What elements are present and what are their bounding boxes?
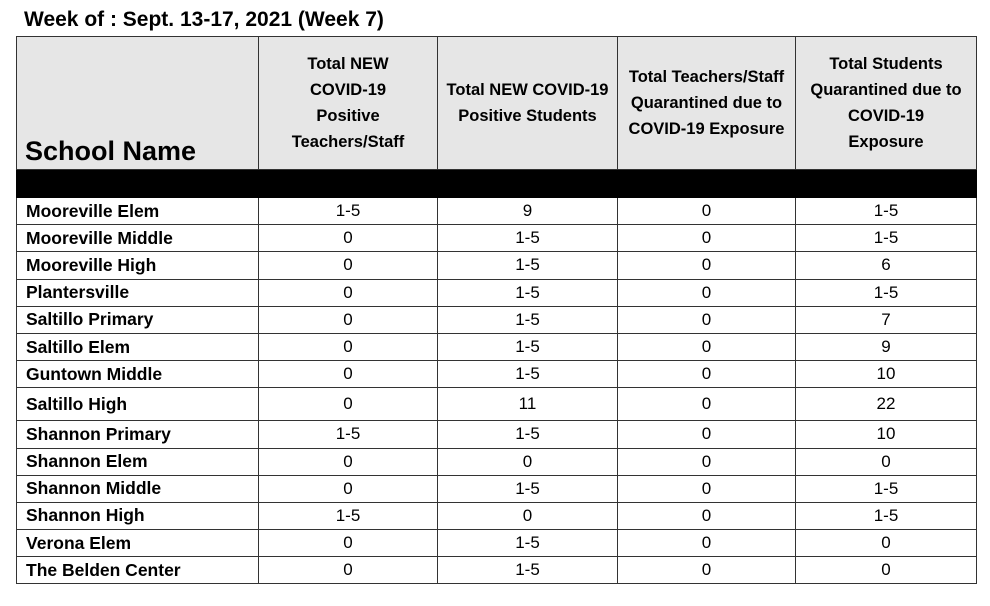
new-positive-staff-cell: 0 (258, 332, 438, 362)
new-positive-students-cell: 1-5 (437, 360, 618, 389)
new-positive-students-cell: 1-5 (437, 278, 618, 307)
quarantined-staff-cell: 0 (617, 332, 796, 362)
new-positive-staff-cell: 1-5 (258, 501, 438, 531)
school-name-cell: Shannon Primary (16, 420, 259, 449)
header-school-name: School Name (16, 36, 259, 170)
new-positive-staff-cell: 0 (258, 224, 438, 253)
quarantined-students-cell: 1-5 (795, 474, 977, 503)
new-positive-students-cell: 1-5 (437, 420, 618, 449)
table-row: Shannon Middle 0 1-5 0 1-5 (16, 474, 977, 503)
header-quarantined-students: Total Students Quarantined due to COVID-… (795, 36, 977, 170)
new-positive-staff-cell: 0 (258, 278, 438, 307)
quarantined-students-cell: 0 (795, 447, 977, 476)
quarantined-staff-cell: 0 (617, 387, 796, 422)
school-name-cell: Mooreville Elem (16, 196, 259, 226)
quarantined-students-cell: 9 (795, 332, 977, 362)
quarantined-staff-cell: 0 (617, 556, 796, 585)
school-name-cell: Guntown Middle (16, 360, 259, 389)
new-positive-students-cell: 0 (437, 501, 618, 531)
quarantined-staff-cell: 0 (617, 305, 796, 334)
table-row: Mooreville Elem 1-5 9 0 1-5 (16, 196, 977, 226)
header-row: School Name Total NEW COVID-19 Positive … (16, 36, 977, 170)
new-positive-students-cell: 1-5 (437, 224, 618, 253)
quarantined-students-cell: 0 (795, 556, 977, 585)
new-positive-students-cell: 9 (437, 196, 618, 226)
quarantined-students-cell: 1-5 (795, 224, 977, 253)
table-row: The Belden Center 0 1-5 0 0 (16, 556, 977, 585)
quarantined-staff-cell: 0 (617, 501, 796, 531)
school-name-cell: Shannon High (16, 501, 259, 531)
school-name-cell: Mooreville High (16, 251, 259, 280)
school-name-cell: Mooreville Middle (16, 224, 259, 253)
quarantined-students-cell: 1-5 (795, 501, 977, 531)
quarantined-staff-cell: 0 (617, 360, 796, 389)
table-row: Shannon Elem 0 0 0 0 (16, 447, 977, 476)
header-new-positive-staff: Total NEW COVID-19 Positive Teachers/Sta… (258, 36, 438, 170)
new-positive-students-cell: 1-5 (437, 556, 618, 585)
new-positive-staff-cell: 0 (258, 474, 438, 503)
table-row: Mooreville High 0 1-5 0 6 (16, 251, 977, 280)
new-positive-students-cell: 0 (437, 447, 618, 476)
quarantined-students-cell: 22 (795, 387, 977, 422)
school-name-cell: Plantersville (16, 278, 259, 307)
school-name-cell: The Belden Center (16, 556, 259, 585)
new-positive-staff-cell: 0 (258, 529, 438, 558)
quarantined-students-cell: 1-5 (795, 196, 977, 226)
table-row: Saltillo Elem 0 1-5 0 9 (16, 332, 977, 362)
school-name-cell: Saltillo Elem (16, 332, 259, 362)
quarantined-staff-cell: 0 (617, 251, 796, 280)
table-row: Guntown Middle 0 1-5 0 10 (16, 360, 977, 389)
new-positive-staff-cell: 0 (258, 387, 438, 422)
table-row: Plantersville 0 1-5 0 1-5 (16, 278, 977, 307)
new-positive-staff-cell: 0 (258, 305, 438, 334)
quarantined-staff-cell: 0 (617, 278, 796, 307)
separator-cell (16, 169, 977, 198)
school-name-cell: Shannon Middle (16, 474, 259, 503)
table-row: Verona Elem 0 1-5 0 0 (16, 529, 977, 558)
table-row: Shannon High 1-5 0 0 1-5 (16, 501, 977, 531)
covid-report-table: School Name Total NEW COVID-19 Positive … (16, 36, 977, 585)
quarantined-students-cell: 6 (795, 251, 977, 280)
new-positive-staff-cell: 0 (258, 251, 438, 280)
new-positive-students-cell: 1-5 (437, 529, 618, 558)
quarantined-students-cell: 7 (795, 305, 977, 334)
quarantined-staff-cell: 0 (617, 529, 796, 558)
quarantined-students-cell: 10 (795, 420, 977, 449)
quarantined-staff-cell: 0 (617, 196, 796, 226)
quarantined-staff-cell: 0 (617, 474, 796, 503)
table-row: Saltillo High 0 11 0 22 (16, 387, 977, 422)
new-positive-students-cell: 1-5 (437, 332, 618, 362)
quarantined-students-cell: 0 (795, 529, 977, 558)
school-name-cell: Verona Elem (16, 529, 259, 558)
new-positive-staff-cell: 1-5 (258, 420, 438, 449)
quarantined-staff-cell: 0 (617, 447, 796, 476)
header-quarantined-staff: Total Teachers/Staff Quarantined due to … (617, 36, 796, 170)
quarantined-staff-cell: 0 (617, 224, 796, 253)
quarantined-students-cell: 1-5 (795, 278, 977, 307)
header-new-positive-students: Total NEW COVID-19 Positive Students (437, 36, 618, 170)
school-name-cell: Shannon Elem (16, 447, 259, 476)
new-positive-students-cell: 1-5 (437, 251, 618, 280)
new-positive-staff-cell: 0 (258, 447, 438, 476)
table-row: Shannon Primary 1-5 1-5 0 10 (16, 420, 977, 449)
table-row: Mooreville Middle 0 1-5 0 1-5 (16, 224, 977, 253)
new-positive-students-cell: 1-5 (437, 474, 618, 503)
new-positive-students-cell: 1-5 (437, 305, 618, 334)
table-row: Saltillo Primary 0 1-5 0 7 (16, 305, 977, 334)
new-positive-staff-cell: 0 (258, 360, 438, 389)
school-name-cell: Saltillo High (16, 387, 259, 422)
page-title: Week of : Sept. 13-17, 2021 (Week 7) (24, 8, 384, 31)
quarantined-students-cell: 10 (795, 360, 977, 389)
quarantined-staff-cell: 0 (617, 420, 796, 449)
new-positive-students-cell: 11 (437, 387, 618, 422)
school-name-cell: Saltillo Primary (16, 305, 259, 334)
new-positive-staff-cell: 0 (258, 556, 438, 585)
separator-bar (16, 169, 977, 198)
new-positive-staff-cell: 1-5 (258, 196, 438, 226)
